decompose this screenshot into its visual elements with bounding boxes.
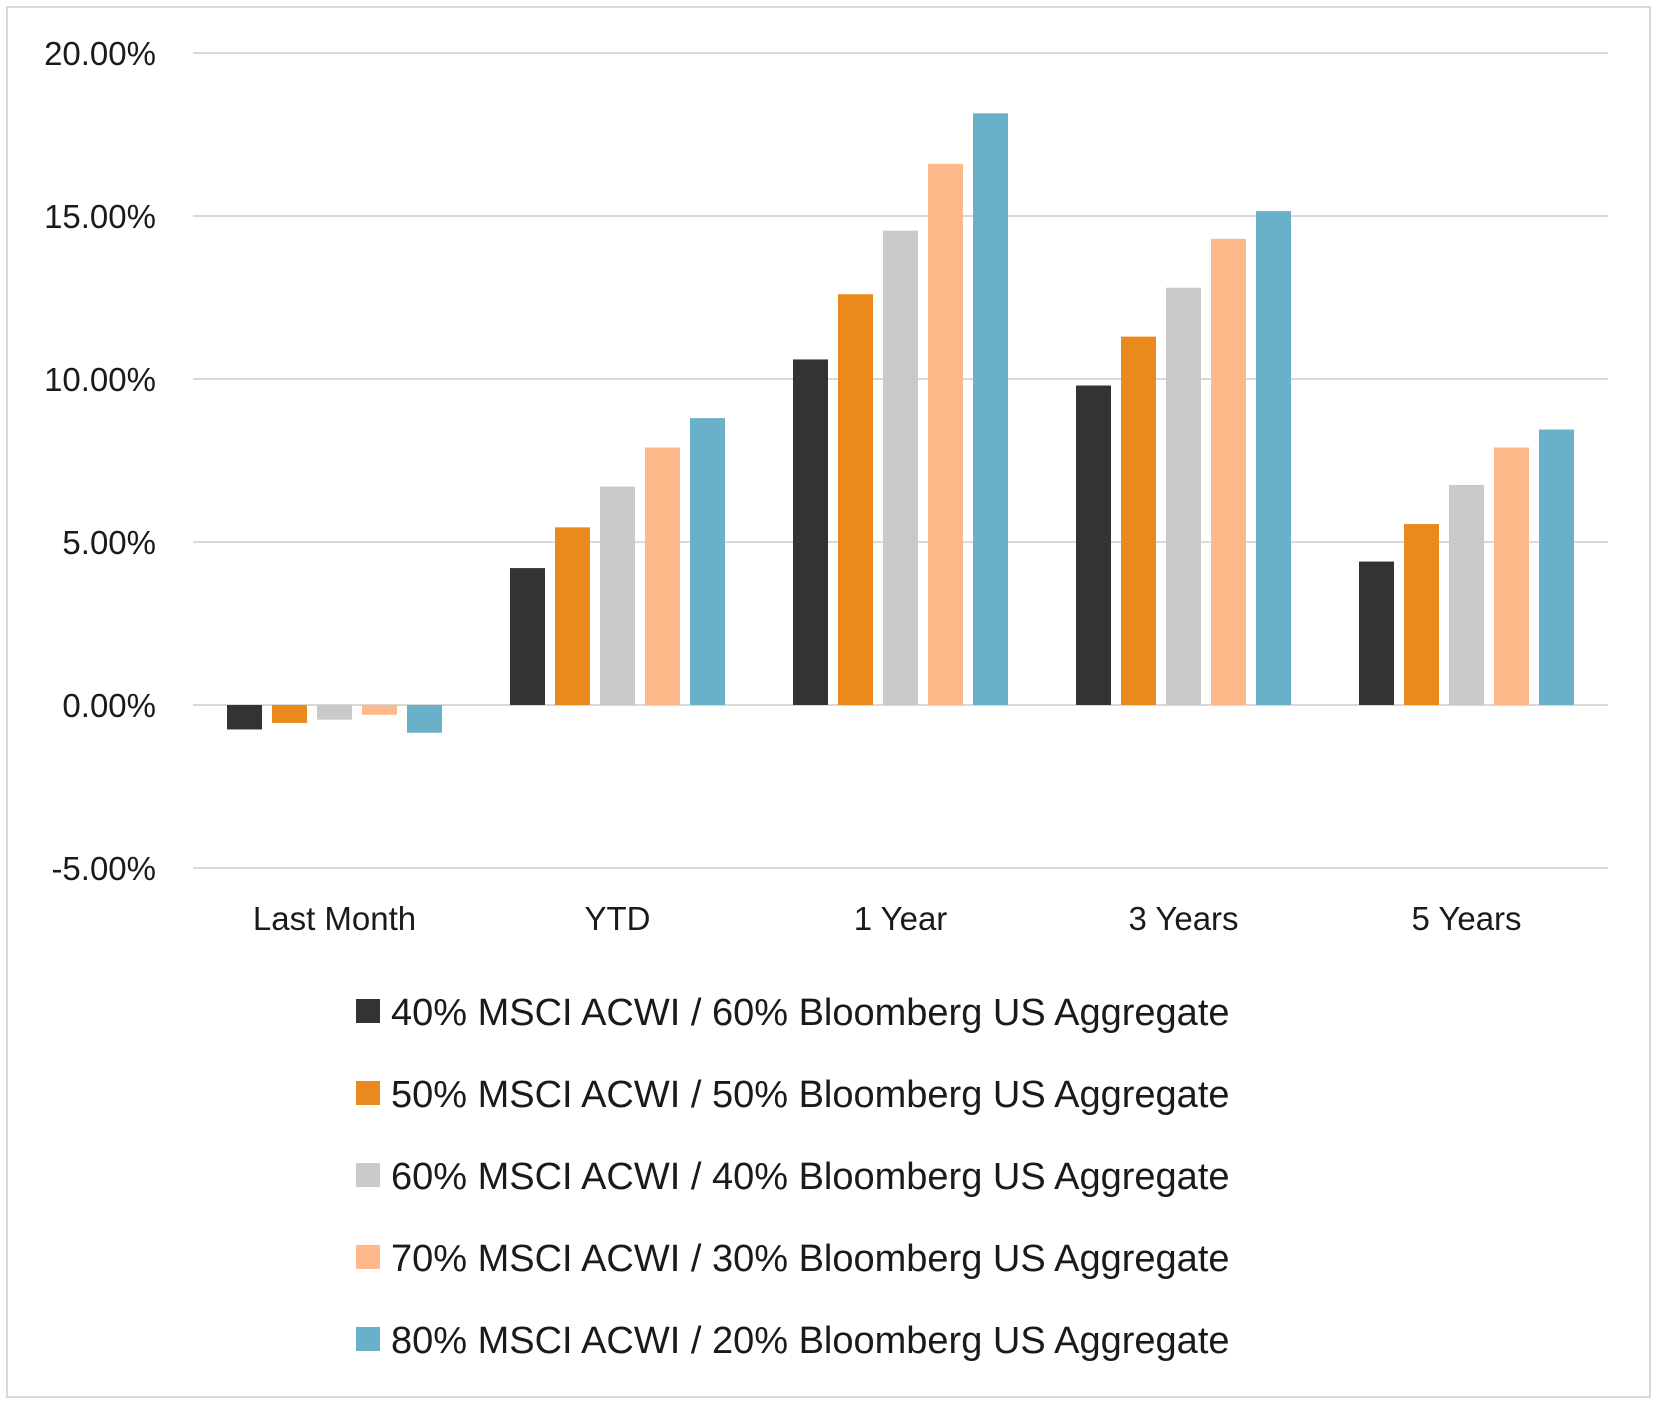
bar — [227, 705, 262, 730]
legend-label: 70% MSCI ACWI / 30% Bloomberg US Aggrega… — [391, 1238, 1230, 1280]
bar — [928, 163, 963, 706]
bar — [1494, 447, 1529, 705]
legend-swatch — [356, 1245, 380, 1269]
bar — [645, 447, 680, 705]
bar — [1166, 287, 1201, 705]
x-category-label: 5 Years — [1411, 900, 1521, 937]
bar — [1404, 524, 1439, 705]
legend-label: 50% MSCI ACWI / 50% Bloomberg US Aggrega… — [391, 1074, 1230, 1116]
bar — [1359, 561, 1394, 705]
legend-swatch — [356, 999, 380, 1023]
y-tick-label: 15.00% — [44, 198, 156, 235]
x-category-label: YTD — [585, 900, 651, 937]
x-category-label: 3 Years — [1128, 900, 1238, 937]
x-category-label: 1 Year — [854, 900, 948, 937]
bar — [1076, 385, 1111, 705]
y-tick-label: 10.00% — [44, 361, 156, 398]
bar — [793, 359, 828, 705]
bars — [227, 113, 1574, 733]
y-tick-label: 0.00% — [62, 687, 156, 724]
bar — [272, 705, 307, 723]
y-axis-tick-labels: 20.00% 15.00% 10.00% 5.00% 0.00% -5.00% — [44, 35, 156, 887]
legend-swatch — [356, 1081, 380, 1105]
x-category-label: Last Month — [253, 900, 416, 937]
bar — [407, 705, 442, 733]
y-tick-label: 20.00% — [44, 35, 156, 72]
legend-label: 60% MSCI ACWI / 40% Bloomberg US Aggrega… — [391, 1156, 1230, 1198]
bar — [362, 705, 397, 715]
bar — [1121, 336, 1156, 705]
bar — [1211, 238, 1246, 705]
y-tick-label: -5.00% — [51, 850, 156, 887]
bar — [1539, 429, 1574, 705]
bar — [600, 486, 635, 705]
legend-swatch — [356, 1163, 380, 1187]
legend-swatch — [356, 1327, 380, 1351]
bar — [838, 294, 873, 705]
bar — [1256, 211, 1291, 706]
bar — [973, 113, 1008, 705]
x-axis-category-labels: Last Month YTD 1 Year 3 Years 5 Years — [253, 900, 1522, 937]
bar — [510, 568, 545, 705]
legend-label: 40% MSCI ACWI / 60% Bloomberg US Aggrega… — [391, 992, 1230, 1034]
bar — [317, 705, 352, 720]
bar — [555, 527, 590, 705]
y-tick-label: 5.00% — [62, 524, 156, 561]
bar — [690, 418, 725, 705]
bar — [883, 230, 918, 706]
bar — [1449, 484, 1484, 705]
legend: 40% MSCI ACWI / 60% Bloomberg US Aggrega… — [356, 992, 1230, 1362]
legend-label: 80% MSCI ACWI / 20% Bloomberg US Aggrega… — [391, 1320, 1230, 1362]
